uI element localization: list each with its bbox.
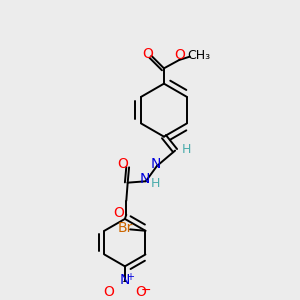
Text: CH₃: CH₃ <box>187 49 210 62</box>
Text: N: N <box>150 157 161 171</box>
Text: H: H <box>151 177 160 190</box>
Text: O: O <box>174 48 185 62</box>
Text: Br: Br <box>117 221 133 235</box>
Text: N: N <box>139 172 150 186</box>
Text: N: N <box>120 273 130 287</box>
Text: O: O <box>135 285 146 299</box>
Text: O: O <box>103 285 114 299</box>
Text: −: − <box>141 284 151 296</box>
Text: O: O <box>142 47 154 61</box>
Text: +: + <box>126 272 134 283</box>
Text: H: H <box>182 143 191 156</box>
Text: O: O <box>118 157 128 171</box>
Text: O: O <box>113 206 124 220</box>
